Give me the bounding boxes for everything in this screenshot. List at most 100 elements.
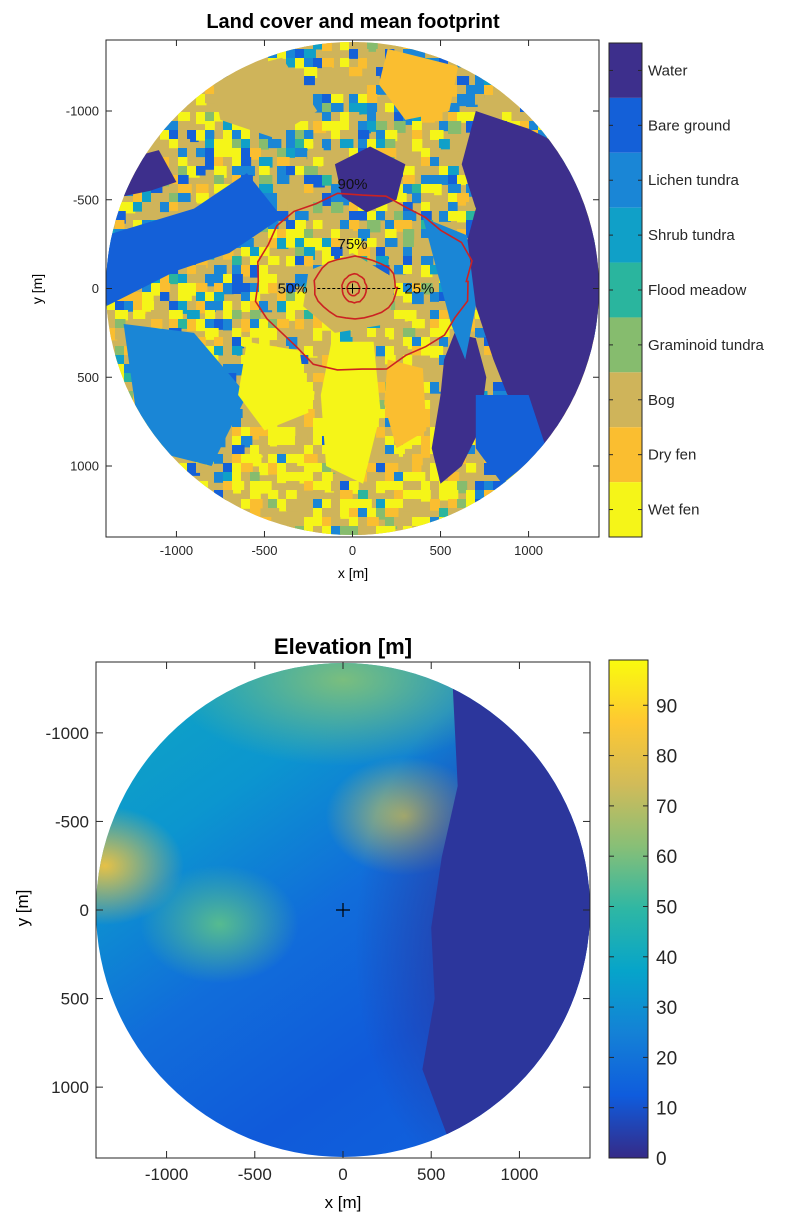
land-cover-patch	[475, 508, 486, 520]
land-cover-patch	[142, 202, 154, 212]
plot-axes: -1000 -500 0 500 1000 -1000 -500 0 500 1000	[66, 39, 600, 558]
land-cover-patch	[232, 157, 243, 168]
land-cover-patch	[169, 139, 179, 149]
land-cover-patch	[421, 526, 432, 535]
land-cover-patch	[430, 346, 444, 358]
land-cover-patch	[160, 202, 174, 213]
land-cover-patch	[286, 472, 297, 482]
land-cover-patch	[304, 310, 318, 321]
land-cover-patch	[277, 175, 290, 186]
land-cover-patch	[313, 346, 324, 357]
land-cover-patch	[295, 355, 309, 366]
land-cover-patch	[385, 310, 397, 322]
land-cover-patch	[457, 211, 470, 223]
land-cover-patch	[448, 103, 460, 114]
land-cover-patch	[349, 238, 362, 249]
land-cover-patch	[430, 292, 444, 302]
land-cover-patch	[475, 328, 487, 338]
land-cover-patch	[385, 130, 398, 142]
land-cover-patch	[259, 274, 270, 286]
land-cover-patch	[304, 418, 315, 430]
land-cover-patch	[115, 202, 128, 212]
land-cover-patch	[403, 526, 416, 535]
land-cover-patch	[340, 42, 351, 51]
land-cover-patch	[358, 139, 369, 149]
land-cover-patch	[340, 328, 351, 339]
land-cover-patch	[304, 382, 315, 395]
land-cover-patch	[304, 67, 318, 79]
land-cover-patch	[250, 301, 264, 312]
land-cover-patch	[205, 301, 216, 313]
land-cover-patch	[295, 319, 306, 330]
land-cover-patch	[376, 373, 388, 384]
x-tick-label: -500	[251, 543, 277, 558]
land-cover-patch	[286, 49, 296, 59]
colorbar-label: Flood meadow	[648, 282, 747, 299]
land-cover-patch	[268, 490, 279, 503]
land-cover-patch	[331, 202, 344, 214]
land-cover-patch	[196, 463, 206, 473]
footprint-contours: 90% 75% 50% 25%	[254, 176, 473, 371]
land-cover-patch	[340, 508, 354, 519]
y-tick-label: -500	[55, 812, 89, 831]
land-cover-patch	[349, 49, 362, 59]
colorbar-frame	[608, 659, 649, 1159]
land-cover-patch	[223, 454, 234, 465]
land-cover-patch	[376, 481, 387, 494]
land-cover-patch	[349, 220, 360, 231]
land-cover-patch	[592, 355, 599, 367]
land-cover-patch	[385, 247, 399, 258]
land-cover-patch	[304, 400, 314, 410]
land-cover-patch	[151, 283, 161, 296]
land-cover-patch	[322, 238, 334, 249]
land-cover-patch	[421, 436, 432, 446]
land-cover-patch	[295, 157, 307, 167]
land-cover-patch	[115, 328, 128, 340]
land-cover-patch	[403, 337, 414, 350]
x-tick-label: 1000	[514, 543, 543, 558]
land-cover-patch	[223, 283, 234, 295]
land-cover-patch	[223, 481, 233, 492]
land-cover-patch	[334, 146, 406, 213]
land-cover-patch	[376, 328, 387, 339]
land-cover-patch	[123, 324, 247, 466]
land-cover-patch	[421, 157, 432, 168]
land-cover-patch	[313, 328, 323, 341]
land-cover-patch	[268, 139, 282, 149]
land-cover-patch	[205, 310, 216, 320]
land-cover-patch	[295, 220, 306, 231]
land-cover-patch	[250, 490, 261, 500]
land-cover-patch	[214, 490, 226, 501]
land-cover-patch	[430, 481, 444, 491]
land-cover-patch	[394, 517, 408, 527]
land-cover-patch	[421, 481, 431, 491]
land-cover-patch	[313, 319, 323, 329]
land-cover-patch	[484, 481, 496, 494]
land-cover-patch	[412, 184, 423, 194]
land-cover-patch	[385, 481, 397, 493]
land-cover-patch	[412, 256, 424, 266]
land-cover-patch	[439, 328, 450, 339]
land-cover-patch	[385, 328, 399, 340]
land-cover-patch	[205, 112, 215, 124]
land-cover-patch	[385, 526, 396, 535]
land-cover-patch	[421, 265, 433, 278]
land-cover-patch	[160, 292, 170, 302]
land-cover-patch	[232, 508, 242, 519]
land-cover-patch	[403, 211, 417, 222]
land-cover-patch	[376, 535, 389, 544]
land-cover-patch	[160, 283, 171, 295]
plot-axes: -1000 -500 0 500 1000 -1000 -500 0 500 1000	[46, 661, 591, 1184]
land-cover-patch	[493, 382, 505, 394]
land-cover-patch	[439, 490, 453, 501]
colorbar-swatch	[609, 372, 642, 428]
land-cover-patch	[151, 184, 163, 194]
land-cover-patch	[304, 76, 315, 86]
land-cover-patch	[322, 499, 336, 509]
land-cover-patch	[340, 130, 353, 141]
land-cover-patch	[331, 247, 343, 260]
land-cover-patch	[232, 445, 245, 457]
land-cover-patch	[259, 139, 269, 150]
land-cover-patch	[268, 202, 281, 212]
land-cover-patch	[412, 337, 425, 348]
